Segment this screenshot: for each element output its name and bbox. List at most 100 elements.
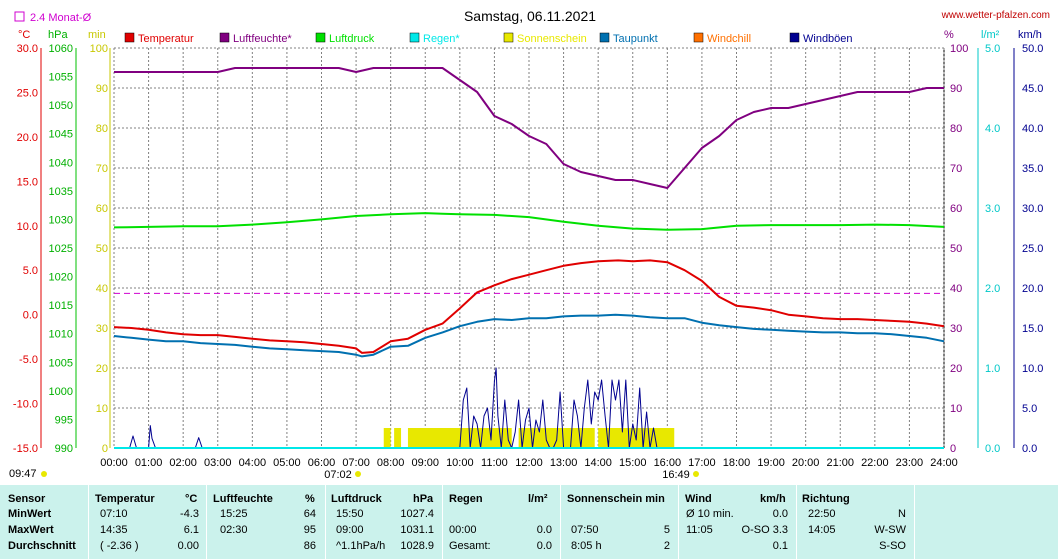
stat-label: Durchschnitt <box>8 540 76 552</box>
x-tick-label: 09:00 <box>411 457 439 469</box>
stat-temp-val: 6.1 <box>183 524 199 536</box>
temp-tick-label: 0.0 <box>23 310 38 322</box>
pressure-tick-label: 990 <box>55 443 73 455</box>
x-tick-label: 12:00 <box>515 457 543 469</box>
hdr-sensor: Sensor <box>8 493 46 505</box>
stat-wind-val: O-SO 3.3 <box>741 524 788 536</box>
stat-hum-val: 86 <box>303 540 316 552</box>
stat-rain-val: 0.0 <box>536 540 552 552</box>
percent-tick-label: 100 <box>950 43 968 55</box>
wind-tick-label: 35.0 <box>1022 163 1043 175</box>
weather-chart: Samstag, 06.11.2021 www.wetter-pfalzen.c… <box>9 8 1050 481</box>
stat-wind-val: 0.1 <box>772 540 788 552</box>
stat-temp-time: 14:35 <box>100 524 128 536</box>
legend-swatch <box>219 32 230 43</box>
hdr-richtung: Richtung <box>802 493 850 505</box>
percent-tick-label: 90 <box>950 83 962 95</box>
x-tick-label: 24:00 <box>930 457 958 469</box>
wind-tick-label: 30.0 <box>1022 203 1043 215</box>
sunrise-sun-icon <box>355 471 361 477</box>
stat-temp-time: ( -2.36 ) <box>100 540 139 552</box>
stat-wind-val: 0.0 <box>772 508 788 520</box>
legend-swatch <box>315 32 326 43</box>
stat-sun-time: 8:05 h <box>571 540 602 552</box>
legend-label: Luftdruck <box>329 33 375 45</box>
sunset-sun-icon <box>693 471 699 477</box>
monthly-avg-label: 2.4 Monat-Ø <box>30 12 92 24</box>
legend-label: Windchill <box>707 33 751 45</box>
stat-sun-time: 07:50 <box>571 524 599 536</box>
sunrise-label: 07:02 <box>324 469 352 481</box>
stat-press-val: 1027.4 <box>400 508 434 520</box>
legend-label: Windböen <box>803 33 853 45</box>
stat-rain-time: Gesamt: <box>449 540 491 552</box>
x-tick-label: 15:00 <box>619 457 647 469</box>
x-tick-label: 17:00 <box>688 457 716 469</box>
wind-tick-label: 0.0 <box>1022 443 1037 455</box>
hdr-regen-unit: l/m² <box>528 493 548 505</box>
legend-label: Sonnenschein <box>517 33 587 45</box>
stat-wind-time: 11:05 <box>686 524 713 536</box>
wind-tick-label: 20.0 <box>1022 283 1043 295</box>
stat-wind-time: Ø 10 min. <box>686 508 734 520</box>
percent-tick-label: 20 <box>950 363 962 375</box>
sun-icon <box>41 471 47 477</box>
bottom-left-time: 09:47 <box>9 468 37 480</box>
x-tick-label: 14:00 <box>584 457 612 469</box>
wind-tick-label: 45.0 <box>1022 83 1043 95</box>
pressure-tick-label: 1030 <box>49 214 73 226</box>
pressure-tick-label: 1050 <box>49 100 73 112</box>
x-tick-label: 20:00 <box>792 457 820 469</box>
stat-hum-val: 64 <box>303 508 316 520</box>
hdr-sonnenschein: Sonnenschein min <box>567 493 665 505</box>
x-tick-label: 04:00 <box>239 457 267 469</box>
hdr-wind: Wind <box>685 493 712 505</box>
hdr-luftfeuchte: Luftfeuchte <box>213 493 273 505</box>
sunshine-bar <box>383 428 391 448</box>
minutes-tick-label: 100 <box>90 43 108 55</box>
x-tick-label: 10:00 <box>446 457 474 469</box>
minutes-tick-label: 60 <box>96 203 108 215</box>
pressure-tick-label: 1005 <box>49 357 73 369</box>
chart-title: Samstag, 06.11.2021 <box>464 8 596 24</box>
stat-temp-time: 07:10 <box>100 508 128 520</box>
temp-tick-label: -5.0 <box>19 354 38 366</box>
sunset-label: 16:49 <box>662 469 690 481</box>
stats-table: Sensor Temperatur °C Luftfeuchte % Luftd… <box>0 485 1058 559</box>
wind-tick-label: 50.0 <box>1022 43 1043 55</box>
stat-press-time: 09:00 <box>336 524 364 536</box>
stat-temp-val: 0.00 <box>177 540 199 552</box>
stat-temp-val: -4.3 <box>180 508 199 520</box>
percent-tick-label: 40 <box>950 283 962 295</box>
wind-tick-label: 10.0 <box>1022 363 1043 375</box>
series-line-luftdruck <box>113 212 945 231</box>
legend-label: Regen* <box>423 33 460 45</box>
website-label: www.wetter-pfalzen.com <box>941 10 1050 21</box>
x-tick-label: 02:00 <box>169 457 197 469</box>
sunshine-bar <box>407 428 512 448</box>
rain-tick-label: 1.0 <box>985 363 1000 375</box>
pressure-tick-label: 1035 <box>49 186 73 198</box>
stat-rain-val: 0.0 <box>536 524 552 536</box>
pressure-tick-label: 995 <box>55 414 73 426</box>
hdr-luftdruck-unit: hPa <box>413 493 434 505</box>
x-tick-label: 21:00 <box>826 457 854 469</box>
x-tick-label: 22:00 <box>861 457 889 469</box>
x-tick-label: 08:00 <box>377 457 405 469</box>
percent-tick-label: 0 <box>950 443 956 455</box>
minutes-tick-label: 50 <box>96 243 108 255</box>
x-tick-label: 03:00 <box>204 457 232 469</box>
pressure-tick-label: 1045 <box>49 129 73 141</box>
legend-label: Taupunkt <box>613 33 658 45</box>
percent-tick-label: 60 <box>950 203 962 215</box>
sunshine-bar <box>394 428 402 448</box>
legend-swatch <box>409 32 420 43</box>
rain-tick-label: 0.0 <box>985 443 1000 455</box>
legend-label: Temperatur <box>138 33 194 45</box>
stat-press-val: 1031.1 <box>400 524 434 536</box>
minutes-tick-label: 30 <box>96 323 108 335</box>
minutes-tick-label: 10 <box>96 403 108 415</box>
temp-tick-label: 20.0 <box>17 132 38 144</box>
wind-tick-label: 40.0 <box>1022 123 1043 135</box>
rain-tick-label: 3.0 <box>985 203 1000 215</box>
